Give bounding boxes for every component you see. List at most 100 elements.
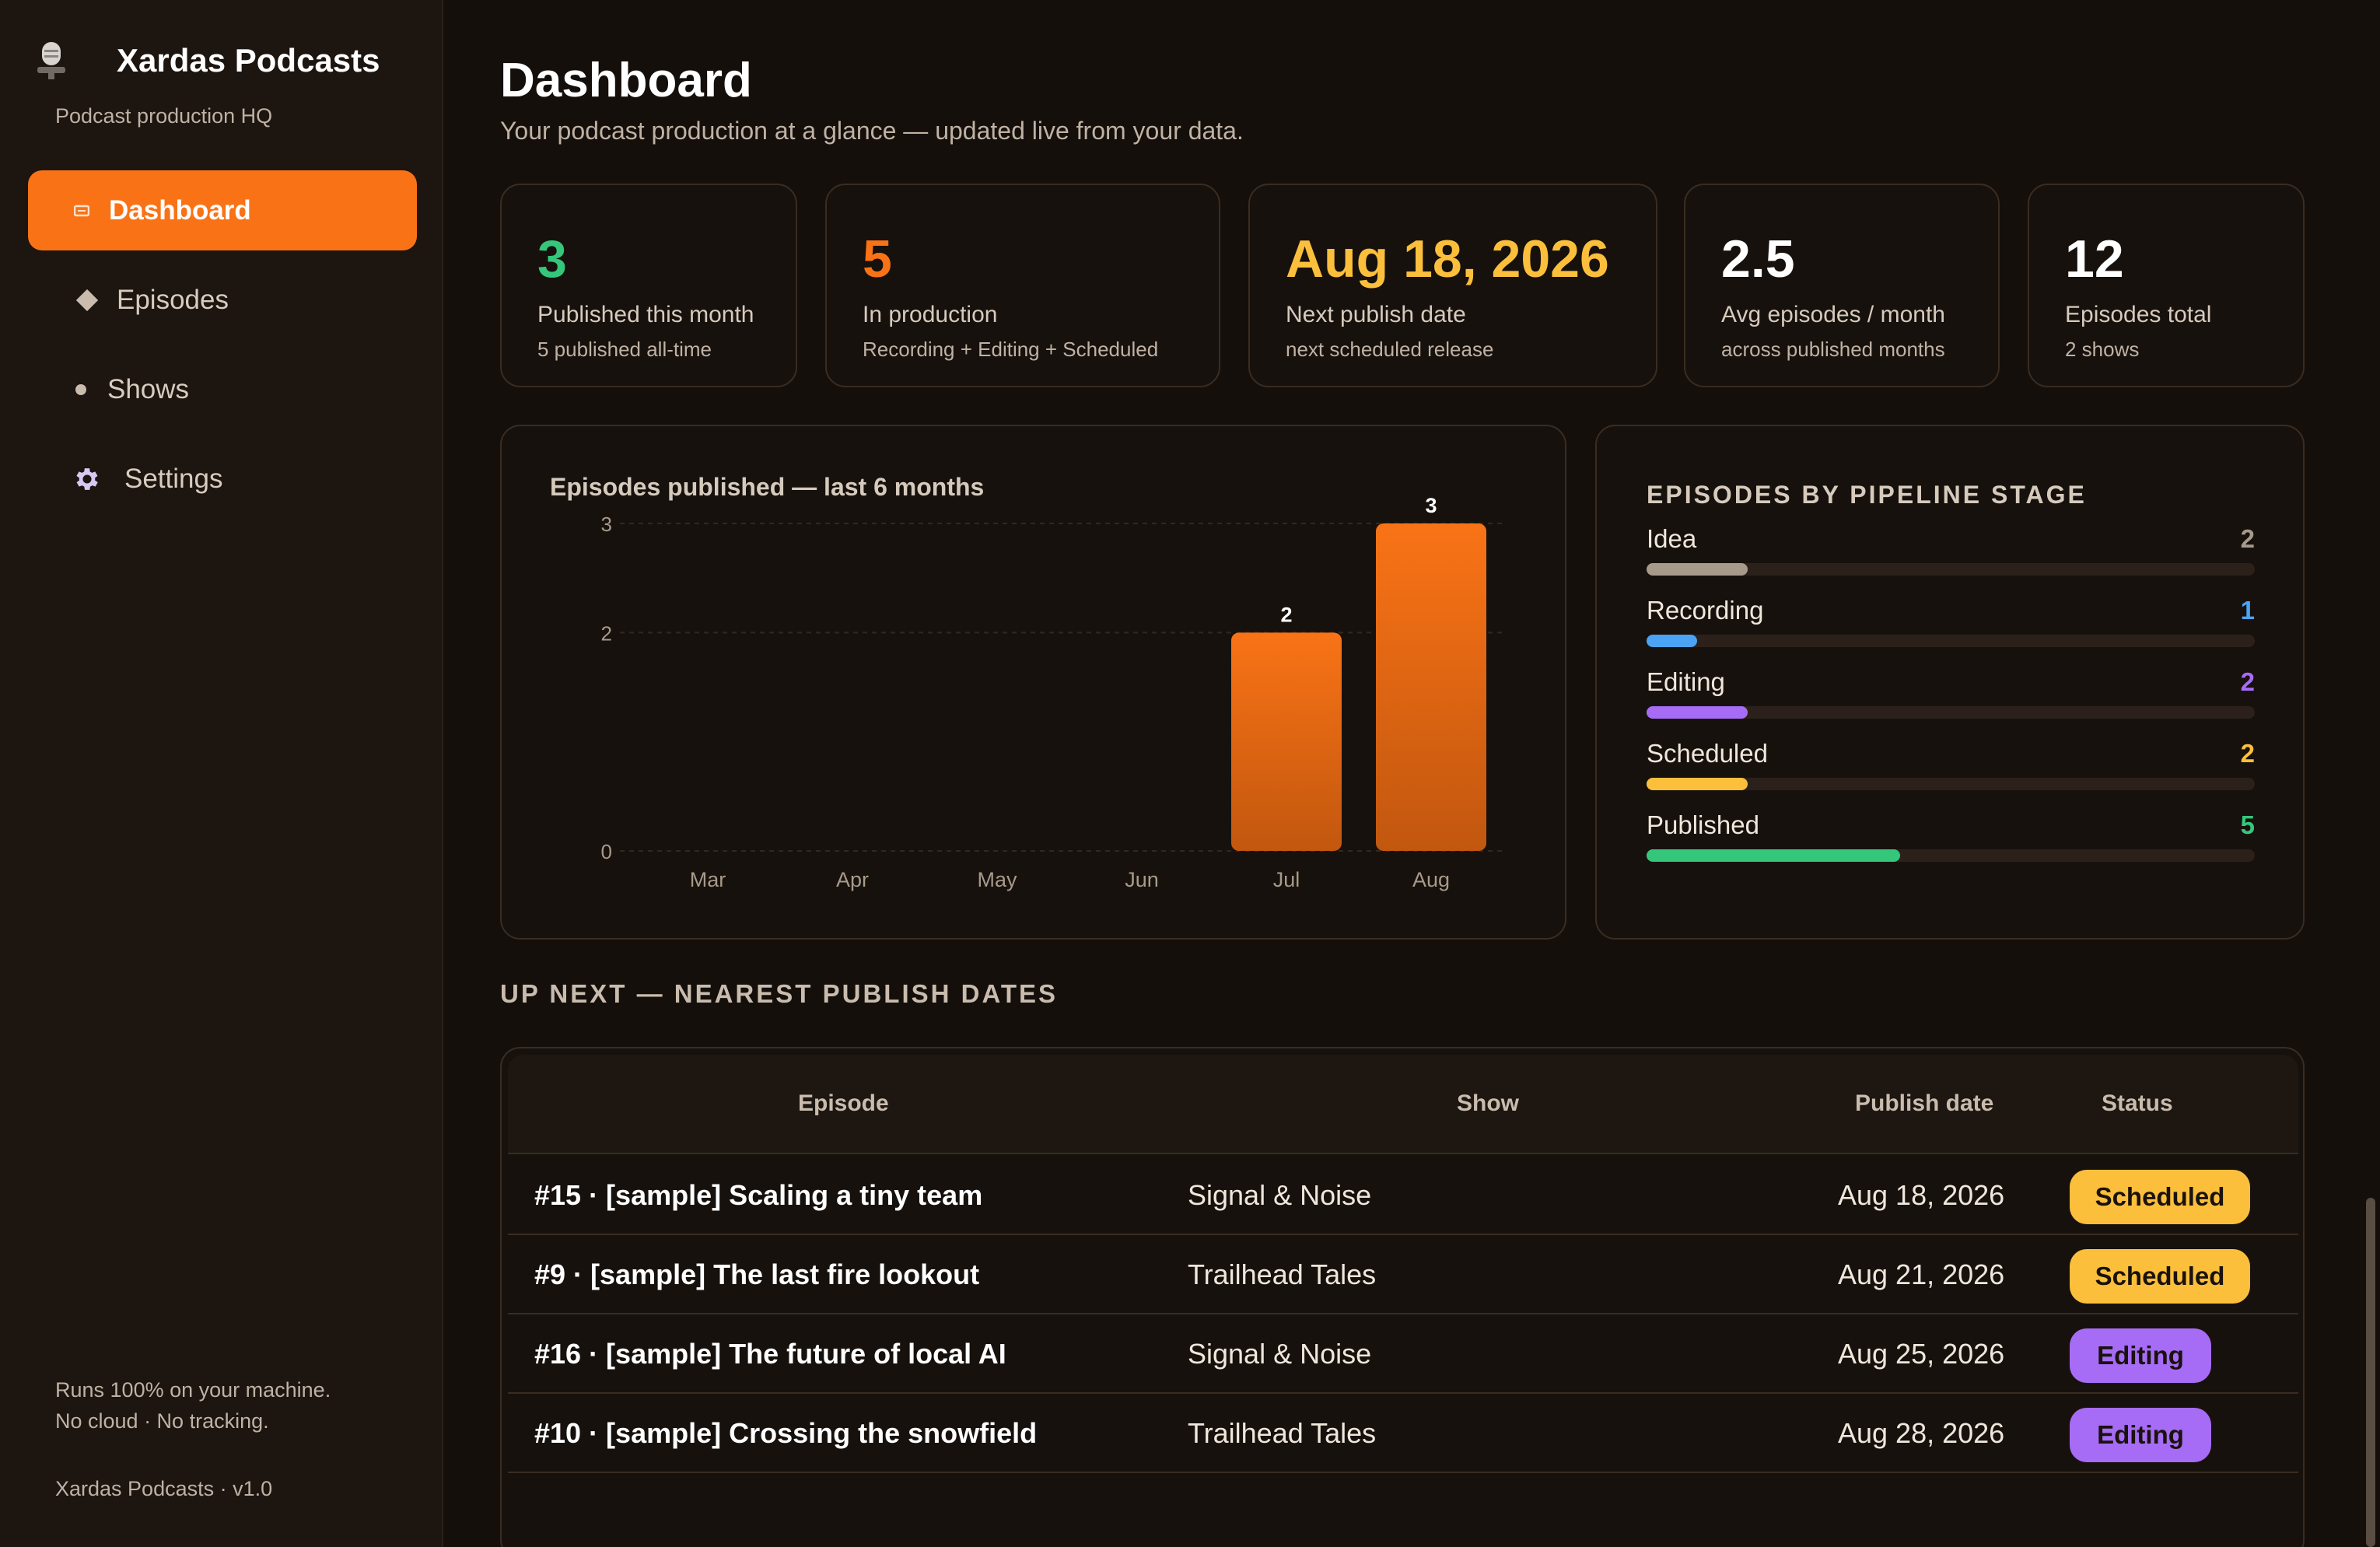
stage-count: 2 <box>2240 667 2255 696</box>
stat-sub: 2 shows <box>2065 338 2140 361</box>
sidebar-item-settings[interactable]: Settings <box>28 439 417 519</box>
x-tick-label: Jun <box>1125 868 1159 891</box>
stage-count: 2 <box>2240 739 2255 768</box>
sidebar-item-shows[interactable]: Shows <box>28 349 417 429</box>
status-badge: Editing <box>2070 1408 2211 1462</box>
sidebar-item-dashboard[interactable]: Dashboard <box>28 170 417 250</box>
stage-name: Scheduled <box>1647 739 1768 768</box>
pipeline-stage-recording: Recording 1 <box>1647 596 2255 658</box>
stat-card-next-publish: Aug 18, 2026 Next publish date next sche… <box>1248 184 1657 387</box>
publish-date: Aug 21, 2026 <box>1838 1258 2005 1290</box>
x-tick-label: May <box>977 868 1017 891</box>
stage-fill <box>1647 706 1748 719</box>
y-tick-label: 2 <box>601 621 612 645</box>
x-tick-label: Apr <box>836 868 869 891</box>
stage-name: Idea <box>1647 524 1697 553</box>
stat-sub: across published months <box>1721 338 1945 361</box>
page-subtitle: Your podcast production at a glance — up… <box>500 117 1244 145</box>
stat-sub: Recording + Editing + Scheduled <box>863 338 1159 361</box>
stage-track <box>1647 563 2255 576</box>
stage-track <box>1647 778 2255 790</box>
status-badge: Scheduled <box>2070 1170 2250 1224</box>
pipeline-stage-scheduled: Scheduled 2 <box>1647 739 2255 801</box>
stat-sub: 5 published all-time <box>537 338 712 361</box>
sidebar-item-label: Shows <box>107 373 190 404</box>
stat-value: 12 <box>2065 229 2124 289</box>
publish-date: Aug 28, 2026 <box>1838 1417 2005 1449</box>
publish-date: Aug 18, 2026 <box>1838 1179 2005 1211</box>
table-row[interactable]: #16 · [sample] The future of local AI Sig… <box>508 1314 2298 1394</box>
bar-value-label: 3 <box>1425 494 1437 517</box>
page-title: Dashboard <box>500 54 752 107</box>
stat-label: Published this month <box>537 302 754 327</box>
pipeline-stage-idea: Idea 2 <box>1647 524 2255 586</box>
x-tick-label: Mar <box>690 868 726 891</box>
stage-track <box>1647 706 2255 719</box>
pipeline-stage-editing: Editing 2 <box>1647 667 2255 730</box>
column-header-show[interactable]: Show <box>1457 1090 1519 1116</box>
stat-card-in-production: 5 In production Recording + Editing + Sc… <box>825 184 1220 387</box>
column-header-publish-date[interactable]: Publish date <box>1855 1090 1994 1116</box>
stat-card-episodes-total: 12 Episodes total 2 shows <box>2028 184 2305 387</box>
brand: Xardas Podcasts <box>34 39 380 82</box>
sidebar-item-label: Settings <box>124 463 223 494</box>
stage-count: 2 <box>2240 524 2255 553</box>
show-name: Trailhead Tales <box>1188 1417 1377 1449</box>
stat-label: In production <box>863 302 998 327</box>
status-badge: Scheduled <box>2070 1249 2250 1304</box>
stage-fill <box>1647 563 1748 576</box>
episodes-bar-chart: 0 2 3 Mar Apr May Jun Jul 2 Aug 3 <box>601 494 1503 891</box>
gear-icon <box>72 464 103 494</box>
stat-value: 3 <box>537 229 567 289</box>
stage-track <box>1647 635 2255 647</box>
chart-title: Episodes published — last 6 months <box>550 473 985 501</box>
sidebar-item-episodes[interactable]: Episodes <box>28 260 417 340</box>
pipeline-stage-published: Published 5 <box>1647 810 2255 873</box>
stage-name: Published <box>1647 810 1759 839</box>
x-tick-label: Jul <box>1273 868 1300 891</box>
stage-name: Editing <box>1647 667 1725 696</box>
stat-value: 5 <box>863 229 892 289</box>
stat-card-avg-episodes: 2.5 Avg episodes / month across publishe… <box>1684 184 2000 387</box>
column-header-status[interactable]: Status <box>2102 1090 2173 1116</box>
table-header: Episode Show Publish date Status <box>508 1055 2298 1154</box>
stat-value: 2.5 <box>1721 229 1795 289</box>
bar-jul[interactable] <box>1231 632 1342 851</box>
pipeline-card: EPISODES BY PIPELINE STAGE Idea 2 Recordin… <box>1595 425 2305 940</box>
privacy-note: Runs 100% on your machine. No cloud · No… <box>55 1374 331 1437</box>
episode-title[interactable]: #9 · [sample] The last fire lookout <box>534 1258 980 1290</box>
dashboard-icon <box>72 204 92 218</box>
page-scrollbar[interactable] <box>2366 1198 2375 1547</box>
microphone-icon <box>37 42 65 79</box>
table-row[interactable]: #10 · [sample] Crossing the snowfield Tra… <box>508 1394 2298 1473</box>
table-row[interactable]: #9 · [sample] The last fire lookout Trail… <box>508 1235 2298 1314</box>
episode-title[interactable]: #16 · [sample] The future of local AI <box>534 1338 1006 1370</box>
diamond-icon <box>72 289 103 311</box>
stage-fill <box>1647 849 1900 862</box>
column-header-episode[interactable]: Episode <box>798 1090 889 1116</box>
upnext-title: UP NEXT — NEAREST PUBLISH DATES <box>500 979 1059 1008</box>
upnext-table: Episode Show Publish date Status #15 · [… <box>500 1047 2305 1547</box>
y-tick-label: 3 <box>601 513 612 536</box>
stage-count: 5 <box>2240 810 2255 839</box>
show-name: Signal & Noise <box>1188 1338 1372 1370</box>
dot-icon <box>72 383 90 395</box>
stat-sub: next scheduled release <box>1286 338 1494 361</box>
episodes-chart-card: Episodes published — last 6 months 0 2 3 Ma… <box>500 425 1566 940</box>
table-row[interactable]: #15 · [sample] Scaling a tiny team Signal… <box>508 1156 2298 1235</box>
app-title: Xardas Podcasts <box>117 42 380 79</box>
stage-fill <box>1647 778 1748 790</box>
stat-value: Aug 18, 2026 <box>1286 229 1609 289</box>
stat-label: Avg episodes / month <box>1721 302 1945 327</box>
privacy-line-2: No cloud · No tracking. <box>55 1409 269 1433</box>
publish-date: Aug 25, 2026 <box>1838 1338 2005 1370</box>
show-name: Trailhead Tales <box>1188 1258 1377 1290</box>
stage-track <box>1647 849 2255 862</box>
episode-title[interactable]: #10 · [sample] Crossing the snowfield <box>534 1417 1038 1449</box>
pipeline-title: EPISODES BY PIPELINE STAGE <box>1647 481 2087 509</box>
x-tick-label: Aug <box>1412 868 1450 891</box>
episode-title[interactable]: #15 · [sample] Scaling a tiny team <box>534 1179 983 1211</box>
bar-value-label: 2 <box>1280 603 1292 626</box>
bar-aug[interactable] <box>1376 523 1486 851</box>
stage-name: Recording <box>1647 596 1764 625</box>
